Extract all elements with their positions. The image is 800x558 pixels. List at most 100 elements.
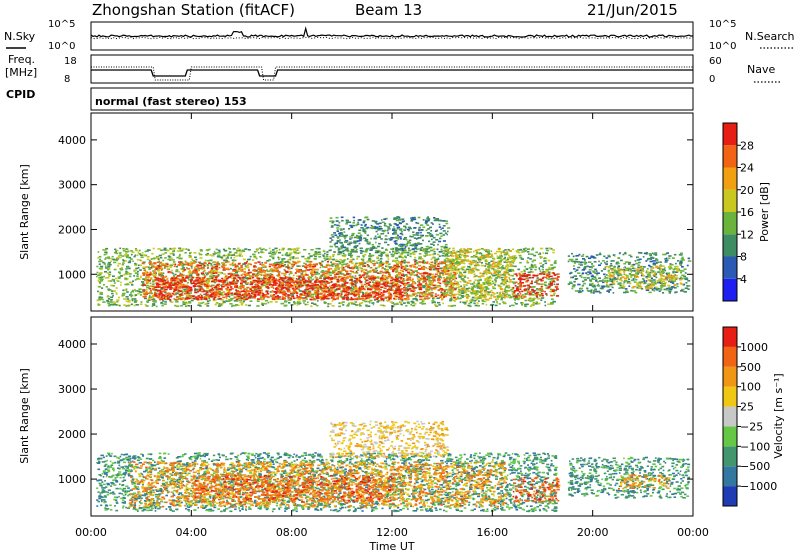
freq-trace [91,70,693,76]
radar-cell [405,287,408,289]
radar-cell [529,300,531,302]
radar-cell [311,296,314,298]
radar-cell [122,264,124,266]
radar-cell [211,281,214,283]
radar-cell [350,256,353,258]
radar-cell [542,269,544,271]
radar-cell [535,252,538,254]
radar-cell [124,284,127,286]
radar-cell [149,285,152,287]
radar-cell [432,302,434,304]
radar-cell [369,281,372,283]
radar-cell [228,284,231,286]
radar-cell [343,260,345,262]
radar-cell [149,292,151,294]
radar-cell [206,287,209,289]
radar-cell [447,264,449,266]
radar-cell [192,295,195,297]
radar-cell [324,302,326,304]
radar-cell [419,253,422,255]
radar-cell [195,261,197,263]
radar-cell [412,282,415,284]
radar-cell [439,268,442,270]
radar-cell [269,277,271,279]
radar-cell [320,267,322,269]
radar-cell [518,252,521,254]
radar-cell [205,260,208,262]
radar-cell [326,251,328,253]
radar-cell [291,264,294,266]
radar-cell [209,278,211,280]
radar-cell [171,287,173,289]
radar-cell [346,289,349,291]
radar-cell [234,277,236,279]
radar-cell [350,270,352,272]
radar-cell [537,298,540,300]
radar-cell [314,282,316,284]
radar-cell [199,277,201,279]
radar-cell [380,298,383,300]
radar-cell [461,293,465,295]
radar-cell [407,286,410,288]
radar-cell [383,290,385,292]
radar-cell [472,300,474,302]
radar-cell [206,305,209,307]
radar-cell [327,287,329,289]
radar-cell [339,259,342,261]
radar-cell [198,274,200,276]
radar-cell [277,271,280,273]
radar-cell [182,287,184,289]
radar-cell [241,274,243,276]
radar-cell [162,263,164,265]
radar-cell [380,289,382,291]
radar-cell [164,266,167,268]
radar-cell [305,280,307,282]
radar-cell [333,283,337,285]
radar-cell [106,300,109,302]
radar-cell [175,271,178,273]
radar-cell [330,277,333,279]
radar-cell [136,304,139,306]
radar-cell [407,303,410,305]
radar-cell [179,249,181,251]
radar-cell [366,261,369,263]
radar-cell [170,264,173,266]
radar-cell [240,265,243,267]
freq-panel: Freq. [MHz] 18 8 60 0 Nave [5,53,780,85]
radar-cell [365,269,368,271]
radar-cell [353,248,355,250]
radar-cell [227,292,230,294]
radar-cell [152,305,154,307]
radar-cell [384,277,387,279]
radar-cell [540,299,542,301]
radar-cell [346,276,349,278]
radar-cell [230,293,233,295]
radar-cell [232,265,234,267]
radar-cell [332,254,335,256]
radar-cell [273,287,275,289]
radar-cell [302,275,306,277]
radar-cell [418,261,421,263]
radar-cell [173,291,175,293]
radar-cell [197,291,199,293]
radar-cell [139,253,141,255]
radar-cell [154,280,157,282]
radar-cell [219,294,221,296]
radar-cell [312,274,315,276]
radar-cell [351,263,353,265]
radar-cell [220,273,222,275]
radar-cell [263,275,266,277]
power-data [96,216,691,307]
radar-cell [504,261,506,263]
radar-cell [289,263,291,265]
radar-cell [520,302,522,304]
radar-cell [398,286,400,288]
radar-cell [246,267,249,269]
radar-cell [416,295,418,297]
radar-cell [401,259,403,261]
radar-cell [514,258,516,260]
radar-cell [146,282,149,284]
radar-cell [475,279,477,281]
radar-cell [418,268,421,270]
radar-cell [350,253,352,255]
